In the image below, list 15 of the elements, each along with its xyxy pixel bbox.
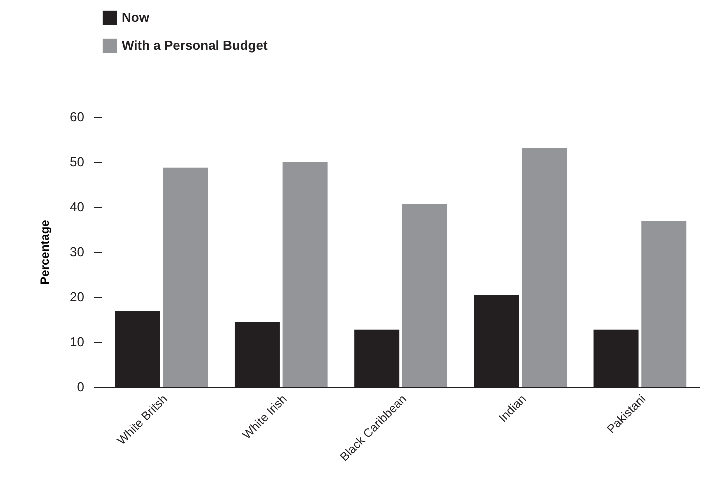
bar	[642, 221, 687, 387]
y-tick-label: 40	[70, 200, 84, 214]
y-axis-title: Percentage	[38, 220, 52, 285]
y-tick-label: 0	[77, 380, 84, 394]
legend-label: Now	[122, 10, 150, 25]
y-tick-label: 30	[70, 244, 84, 260]
y-tick-label: 10	[70, 334, 84, 350]
bar	[282, 162, 328, 387]
bar	[163, 168, 208, 387]
bar	[402, 204, 448, 387]
bar	[522, 148, 568, 387]
y-tick-label: 20	[70, 290, 84, 304]
legend-label: With a Personal Budget	[122, 38, 268, 53]
y-tick-label: 60	[70, 110, 84, 124]
y-tick-label: 50	[70, 154, 84, 170]
